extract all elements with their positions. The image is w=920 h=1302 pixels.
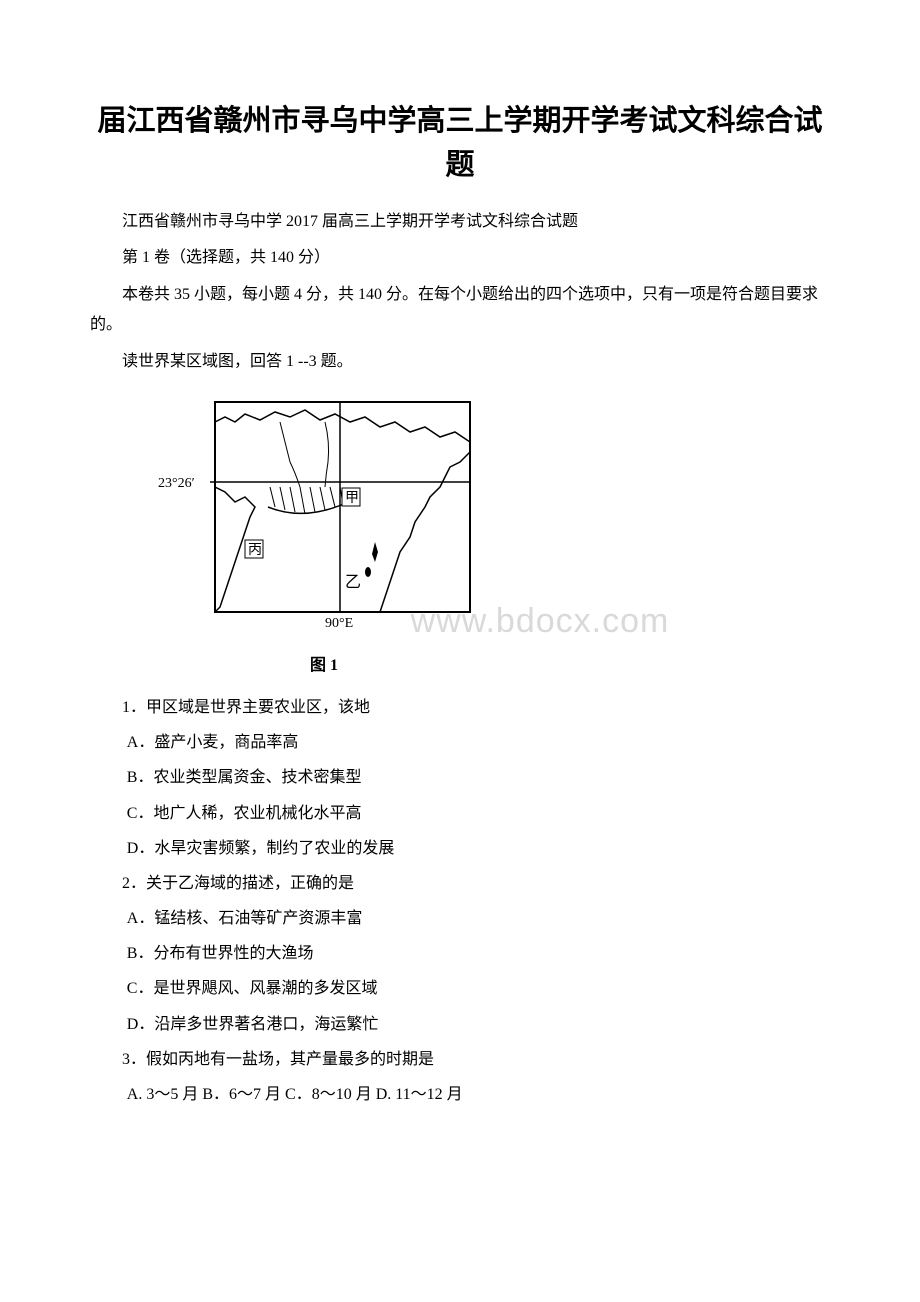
label-yi: 乙: [345, 574, 361, 591]
label-jia: 甲: [345, 491, 359, 506]
intro-paragraph-4: 读世界某区域图，回答 1 --3 题。: [90, 347, 830, 377]
q3-stem: 3．假如丙地有一盐场，其产量最多的时期是: [90, 1042, 830, 1077]
figure-1: 23°26′ 90°E 甲: [150, 392, 830, 675]
page-title: 届江西省赣州市寻乌中学高三上学期开学考试文科综合试题: [90, 100, 830, 187]
q1-option-a: A．盛产小麦，商品率高: [90, 725, 830, 760]
watermark-text: www.bdocx.com: [150, 602, 830, 641]
map-svg: 23°26′ 90°E 甲: [150, 392, 510, 632]
q2-stem: 2．关于乙海域的描述，正确的是: [90, 866, 830, 901]
intro-paragraph-2: 第 1 卷（选择题，共 140 分）: [90, 243, 830, 273]
intro-paragraph-3: 本卷共 35 小题，每小题 4 分，共 140 分。在每个小题给出的四个选项中，…: [90, 280, 830, 341]
figure-caption: 图 1: [310, 651, 830, 675]
q2-option-c: C．是世界飓风、风暴潮的多发区域: [90, 971, 830, 1006]
q2-option-a: A．锰结核、石油等矿产资源丰富: [90, 901, 830, 936]
q1-option-c: C．地广人稀，农业机械化水平高: [90, 796, 830, 831]
q1-option-d: D．水旱灾害频繁，制约了农业的发展: [90, 831, 830, 866]
lat-label: 23°26′: [158, 476, 195, 491]
q1-option-b: B．农业类型属资金、技术密集型: [90, 760, 830, 795]
label-bing: 丙: [248, 543, 262, 558]
q3-options: A. 3～5 月 B．6～7 月 C．8～10 月 D. 11～12 月: [90, 1077, 830, 1112]
intro-paragraph-1: 江西省赣州市寻乌中学 2017 届高三上学期开学考试文科综合试题: [90, 207, 830, 237]
q2-option-d: D．沿岸多世界著名港口，海运繁忙: [90, 1007, 830, 1042]
q2-option-b: B．分布有世界性的大渔场: [90, 936, 830, 971]
q1-stem: 1．甲区域是世界主要农业区，该地: [90, 690, 830, 725]
